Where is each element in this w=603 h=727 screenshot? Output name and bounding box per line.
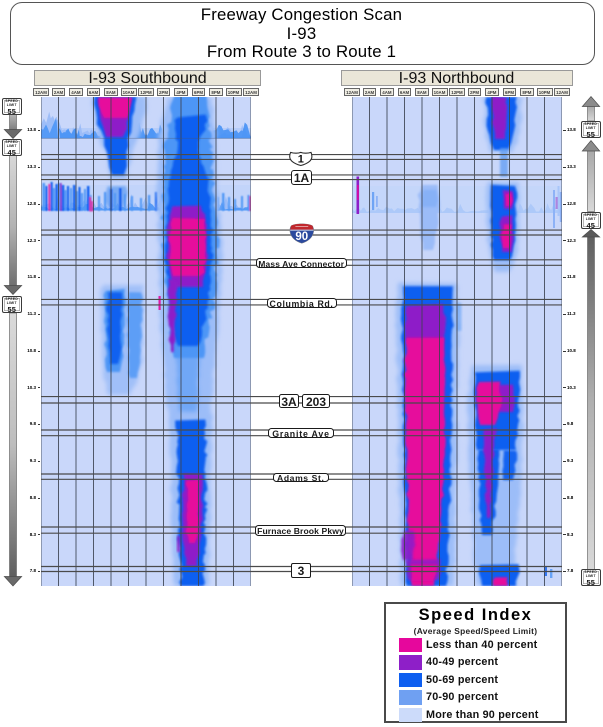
svg-text:90: 90 — [295, 231, 308, 243]
svg-text:1: 1 — [298, 154, 304, 166]
